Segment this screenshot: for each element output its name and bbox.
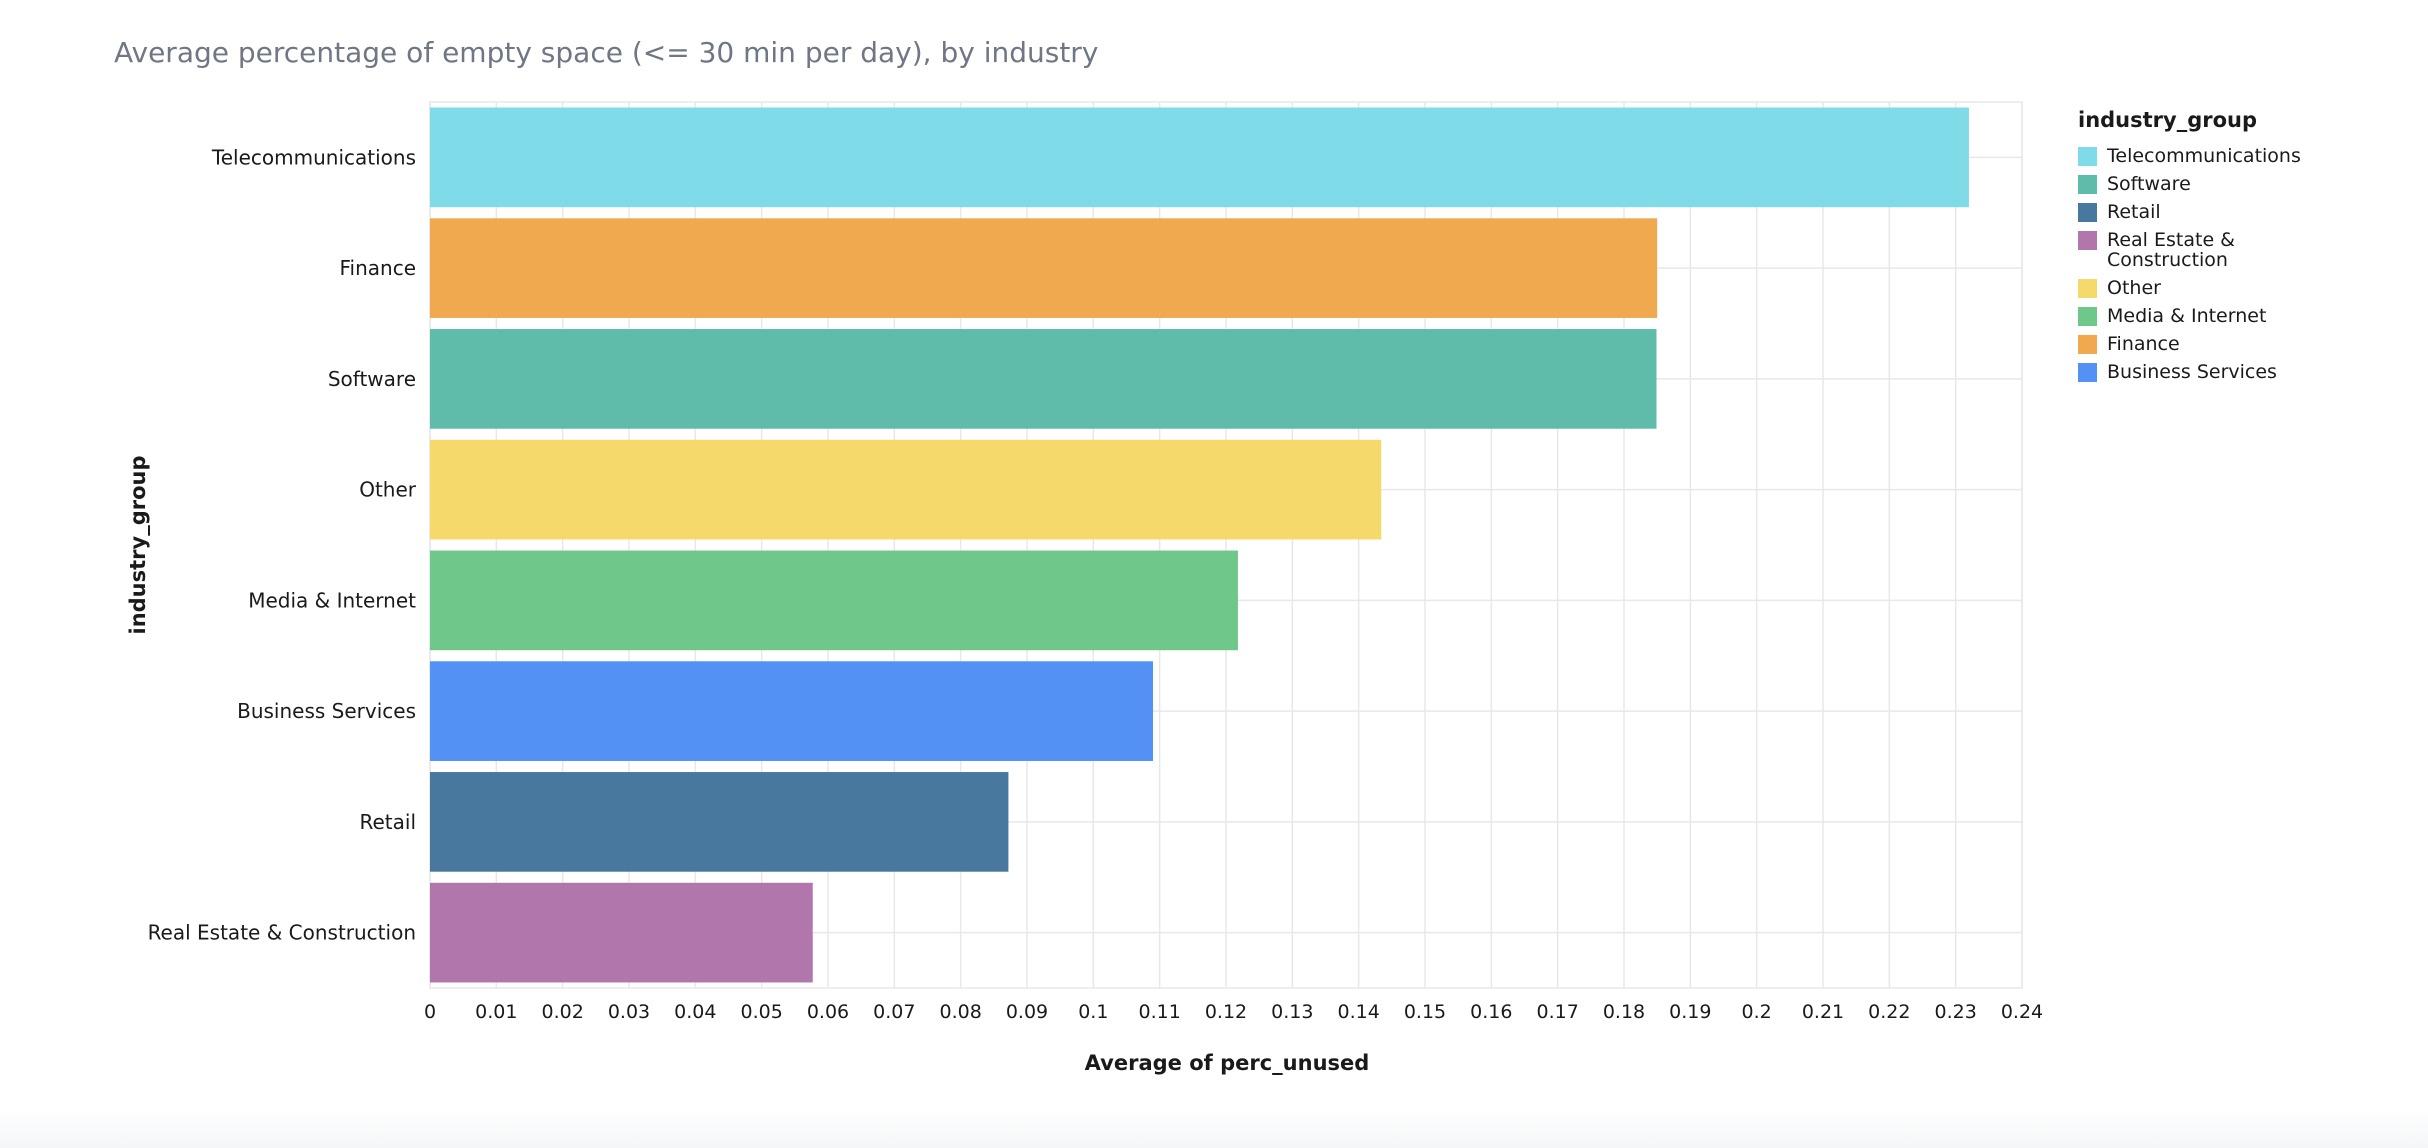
- x-tick-label: 0.19: [1669, 1001, 1711, 1023]
- x-tick-label: 0.06: [807, 1001, 849, 1023]
- x-tick-label: 0.01: [475, 1001, 517, 1023]
- bars: [430, 107, 1969, 983]
- bottom-strip: [0, 1108, 2428, 1148]
- legend-swatch: [2078, 307, 2097, 326]
- legend-label: Telecommunications: [2107, 145, 2301, 167]
- x-tick-label: 0.17: [1537, 1001, 1579, 1023]
- legend-item[interactable]: Real Estate & Construction: [2078, 230, 2398, 270]
- bar: [430, 329, 1657, 429]
- legend-item[interactable]: Other: [2078, 278, 2398, 298]
- y-tick-label: Other: [359, 478, 417, 502]
- x-tick-label: 0.21: [1802, 1001, 1844, 1023]
- legend-swatch: [2078, 363, 2097, 382]
- x-tick-label: 0: [424, 1001, 436, 1023]
- x-tick-label: 0.2: [1742, 1001, 1772, 1023]
- x-tick-label: 0.02: [542, 1001, 584, 1023]
- x-tick-label: 0.04: [674, 1001, 716, 1023]
- y-tick-label: Business Services: [237, 699, 416, 723]
- bar: [430, 882, 813, 983]
- legend-label: Media & Internet: [2107, 305, 2267, 327]
- legend: industry_group Telecommunications Softwar…: [2078, 108, 2398, 390]
- legend-label: Software: [2107, 173, 2191, 195]
- legend-swatch: [2078, 231, 2097, 250]
- y-tick-labels: Telecommunications Finance Software Other Me…: [148, 145, 417, 944]
- x-tick-label: 0.12: [1205, 1001, 1247, 1023]
- legend-label: Real Estate & Construction: [2107, 229, 2235, 271]
- x-tick-label: 0.03: [608, 1001, 650, 1023]
- legend-swatch: [2078, 147, 2097, 166]
- legend-item[interactable]: Business Services: [2078, 362, 2398, 382]
- legend-swatch: [2078, 279, 2097, 298]
- legend-item[interactable]: Retail: [2078, 202, 2398, 222]
- x-tick-label: 0.18: [1603, 1001, 1645, 1023]
- legend-label: Other: [2107, 277, 2161, 299]
- legend-item[interactable]: Finance: [2078, 334, 2398, 354]
- legend-item[interactable]: Media & Internet: [2078, 306, 2398, 326]
- bar: [430, 107, 1969, 208]
- y-tick-label: Media & Internet: [248, 588, 416, 612]
- x-tick-label: 0.08: [940, 1001, 982, 1023]
- x-axis-label: Average of perc_unused: [1085, 1051, 1370, 1075]
- y-tick-label: Real Estate & Construction: [148, 921, 416, 945]
- x-tick-label: 0.24: [2001, 1001, 2043, 1023]
- bar: [430, 439, 1382, 540]
- legend-swatch: [2078, 175, 2097, 194]
- x-tick-labels: 0 0.01 0.02 0.03 0.04 0.05 0.06 0.07 0.08 0.09 0.1…: [424, 1001, 2043, 1023]
- legend-swatch: [2078, 335, 2097, 354]
- x-tick-label: 0.16: [1470, 1001, 1512, 1023]
- bar: [430, 218, 1658, 318]
- y-tick-label: Telecommunications: [211, 145, 416, 169]
- bar: [430, 661, 1154, 761]
- legend-label: Retail: [2107, 201, 2161, 223]
- y-tick-label: Software: [328, 367, 416, 391]
- legend-item[interactable]: Software: [2078, 174, 2398, 194]
- x-tick-label: 0.15: [1404, 1001, 1446, 1023]
- x-tick-label: 0.07: [873, 1001, 915, 1023]
- x-tick-label: 0.11: [1139, 1001, 1181, 1023]
- x-tick-label: 0.13: [1271, 1001, 1313, 1023]
- x-tick-label: 0.22: [1868, 1001, 1910, 1023]
- legend-title: industry_group: [2078, 108, 2258, 132]
- legend-swatch: [2078, 203, 2097, 222]
- x-tick-label: 0.14: [1338, 1001, 1380, 1023]
- y-tick-label: Finance: [339, 256, 416, 280]
- x-tick-label: 0.05: [741, 1001, 783, 1023]
- legend-items: Telecommunications Software Retail Real Est…: [2078, 146, 2398, 382]
- chart-title: Average percentage of empty space (<= 30…: [114, 36, 1099, 69]
- x-tick-label: 0.1: [1078, 1001, 1108, 1023]
- bar: [430, 772, 1009, 872]
- legend-label: Business Services: [2107, 361, 2277, 383]
- x-tick-label: 0.09: [1006, 1001, 1048, 1023]
- y-tick-label: Retail: [359, 810, 416, 834]
- bar: [430, 550, 1238, 651]
- legend-label: Finance: [2107, 333, 2180, 355]
- x-tick-label: 0.23: [1935, 1001, 1977, 1023]
- y-axis-label: industry_group: [126, 455, 150, 634]
- legend-item[interactable]: Telecommunications: [2078, 146, 2398, 166]
